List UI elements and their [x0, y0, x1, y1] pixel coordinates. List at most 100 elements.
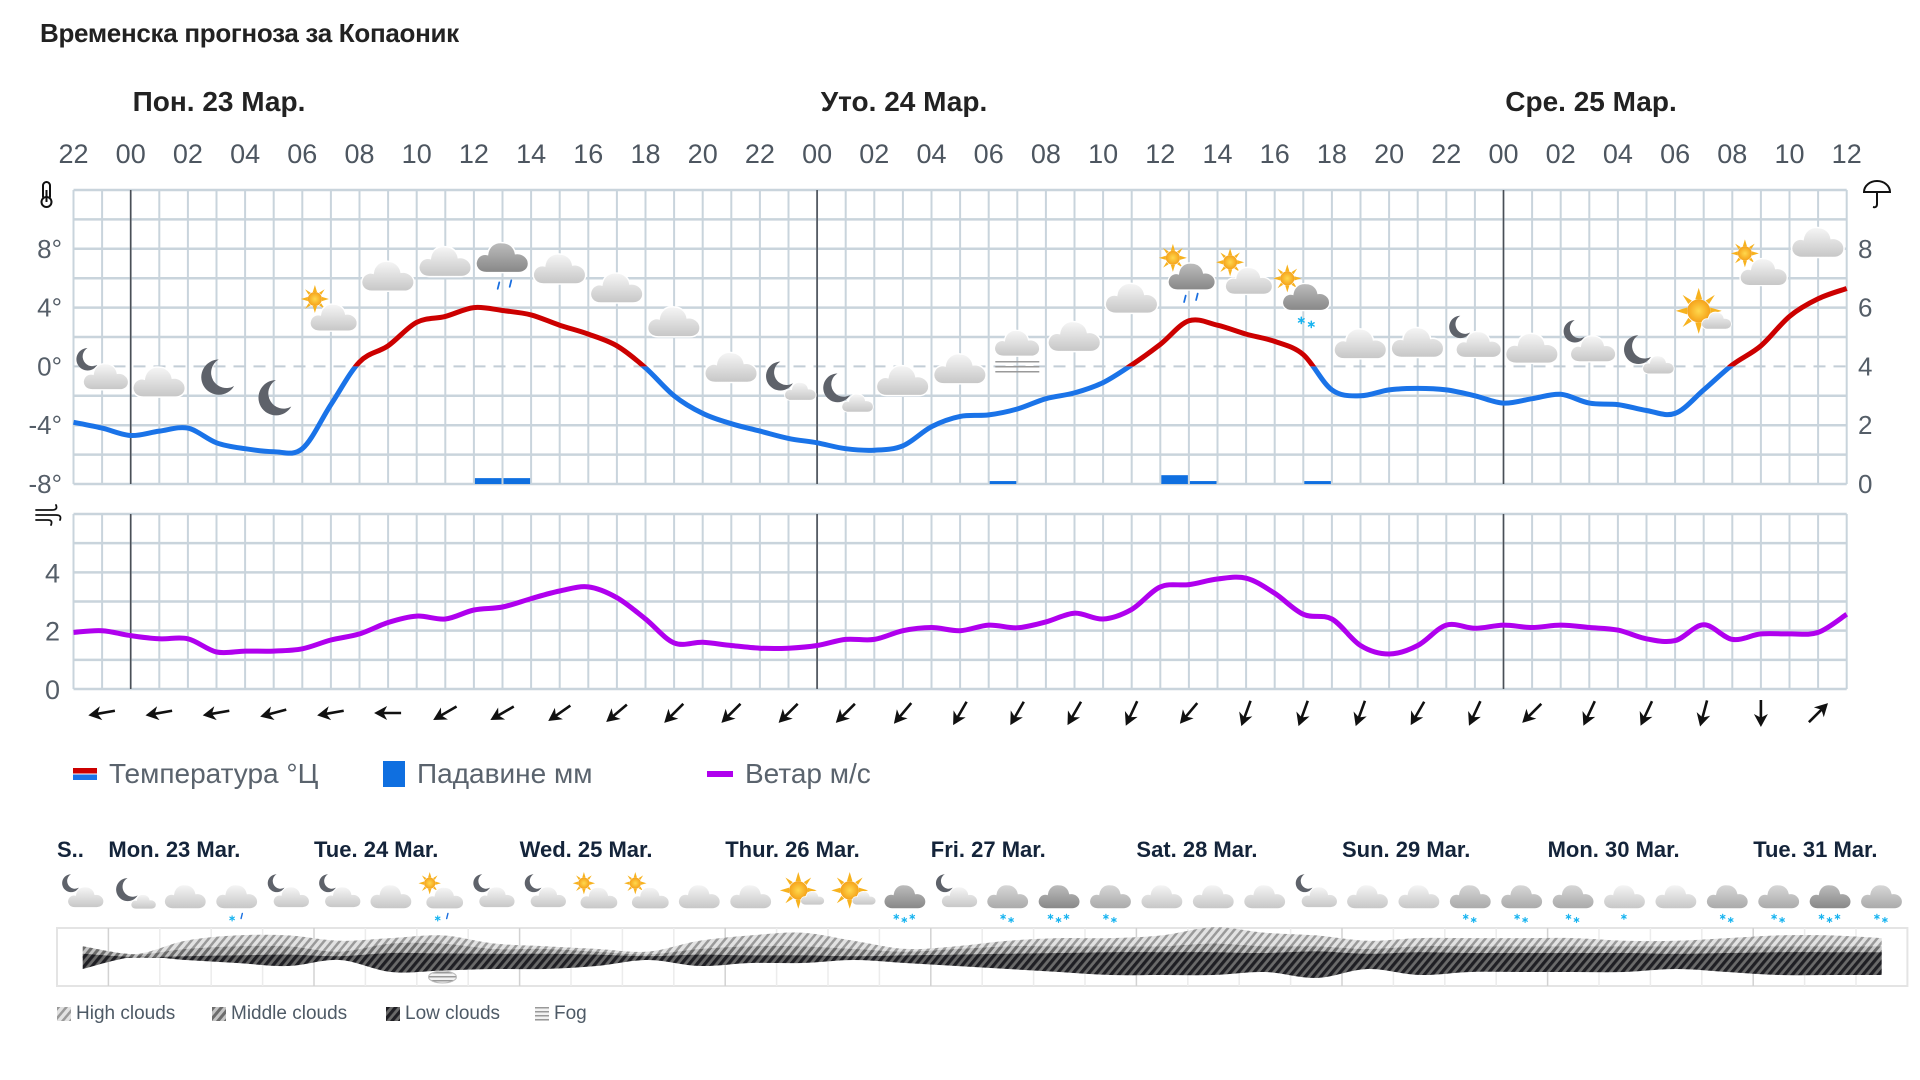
arrow-shape: [202, 706, 230, 721]
meteogram-icon-sun-cloud: [418, 872, 465, 922]
legend-label: Падавине мм: [417, 758, 593, 789]
precipitation-bar: [1161, 475, 1188, 484]
meteogram-icon-night-cloud: [524, 874, 567, 909]
hour-label: 08: [1031, 139, 1061, 169]
meteogram-day-label: Sat. 28 Mar.: [1136, 837, 1257, 862]
flake-icon: [1719, 913, 1726, 920]
wind-arrow-icon: [1239, 700, 1253, 727]
weather-icon-night-small-cloud: [1624, 335, 1675, 375]
cloud-icon: [646, 305, 701, 338]
arrow-shape: [490, 705, 515, 720]
drop-icon: [445, 912, 449, 920]
precipitation-bar: [503, 478, 531, 484]
weather-icon-cloudy: [132, 366, 187, 398]
legend-temperature[interactable]: Температура °Ц: [73, 758, 318, 790]
legend-precipitation[interactable]: Падавине мм: [383, 758, 592, 790]
meteogram-day-label: Tue. 24 Mar.: [314, 837, 438, 862]
arrow-shape: [1410, 701, 1426, 726]
meteogram-day-labels: S.. Mon. 23 Mar. Tue. 24 Mar. Wed. 25 Mar. T…: [57, 837, 1878, 862]
flake-icon: [1826, 916, 1833, 924]
arrow-shape: [317, 706, 344, 721]
meteogram-day-label: Fri. 27 Mar.: [931, 837, 1046, 862]
weather-icon-fog: [993, 329, 1041, 373]
flake-icon: [1727, 916, 1734, 924]
legend-label: Fog: [554, 1003, 587, 1024]
wind-speed-line: [73, 574, 1849, 657]
cloud-dark-icon: [475, 241, 530, 274]
wind-arrow-icon: [1753, 700, 1768, 727]
fog-mark: [428, 970, 457, 984]
arrow-shape: [835, 702, 856, 723]
high-clouds-swatch: [57, 1007, 71, 1021]
meteogram-icon-cloudy: [1705, 884, 1749, 924]
cloud-icon: [579, 886, 619, 910]
wind-arrow-icon: [1582, 700, 1596, 726]
drop-icon: [508, 279, 513, 288]
meteogram-icon-cloudy: [163, 884, 207, 910]
hour-axis: 22 00 02 04 06 08 10 12 14 16 18 20 22 00 02 04 06 08 10 12…: [58, 139, 1861, 169]
cloud-icon: [1104, 282, 1159, 315]
hour-label: 22: [58, 139, 88, 169]
wind-arrow-icon: [1696, 700, 1711, 727]
meteogram-icon-night-small-cloud: [116, 878, 157, 910]
hour-label: 18: [1317, 139, 1347, 169]
cloud-grey-icon: [986, 884, 1030, 910]
axis-labels: 8° 4° 0° -4° -8° 8 6 4 2 0 4 2 0: [28, 234, 1872, 705]
flake-icon: [1000, 913, 1006, 920]
precipitation-tick: 4: [1858, 351, 1872, 381]
drop-icon: [1194, 292, 1199, 302]
hour-label: 06: [974, 139, 1004, 169]
day-header: Пон. 23 Мар.: [133, 86, 306, 117]
flake-icon: [1834, 913, 1841, 920]
moon-icon: [201, 359, 235, 395]
legend-label: High clouds: [76, 1003, 176, 1024]
arrow-shape: [1639, 700, 1654, 726]
hour-label: 12: [1832, 139, 1862, 169]
meteogram-icon-cloudy: [215, 884, 259, 922]
wind-arrow-icon: [1639, 700, 1654, 726]
cloud-icon: [993, 329, 1041, 357]
arrow-shape: [1239, 700, 1253, 727]
cloud-icon: [1243, 884, 1287, 910]
arrow-shape: [1353, 700, 1367, 727]
hour-label: 02: [1546, 139, 1576, 169]
moon-icon: [473, 874, 491, 893]
moon-icon: [319, 874, 336, 893]
hour-label: 14: [516, 139, 546, 169]
hour-label: 04: [230, 139, 260, 169]
temperature-tick: 4°: [37, 293, 62, 323]
cloud-icon: [1224, 266, 1274, 296]
hour-label: 12: [459, 139, 489, 169]
hour-label: 00: [1488, 139, 1518, 169]
temperature-swatch: [73, 768, 97, 780]
meteogram-icon-cloudy: [729, 884, 773, 910]
arrow-shape: [1179, 702, 1199, 724]
arrow-shape: [721, 702, 742, 723]
cloud-icon: [932, 353, 987, 385]
arrow-shape: [1124, 700, 1139, 726]
meteogram-icon-cloudy: [1191, 884, 1235, 910]
precipitation-tick: 0: [1858, 469, 1872, 499]
cloud-icon: [677, 884, 721, 910]
hour-label: 04: [916, 139, 946, 169]
wind-direction-arrows: [88, 700, 1828, 727]
meteogram-icon-cloudy: [1500, 884, 1544, 924]
arrow-shape: [1468, 700, 1482, 726]
weather-icon-cloudy: [1790, 226, 1845, 259]
cloud-icon: [1602, 884, 1647, 910]
temperature-line: [73, 286, 1848, 456]
legend-wind[interactable]: Ветар м/с: [707, 758, 871, 790]
temperature-tick: -8°: [28, 469, 62, 499]
hour-label: 08: [1717, 139, 1747, 169]
wind-arrow-icon: [260, 706, 287, 721]
weather-icon-sun-cloud: [1216, 248, 1274, 296]
meteogram-icon-cloudy: [1243, 884, 1287, 910]
meteogram-day-label: Tue. 31 Mar.: [1753, 837, 1877, 862]
flake-icon: [893, 913, 900, 920]
cloud-icon: [875, 364, 930, 397]
weather-icon-cloudy: [360, 260, 415, 293]
moon-icon: [1295, 874, 1313, 893]
page-title: Временска прогноза за Копаоник: [40, 18, 459, 48]
wind-arrow-icon: [721, 702, 742, 723]
